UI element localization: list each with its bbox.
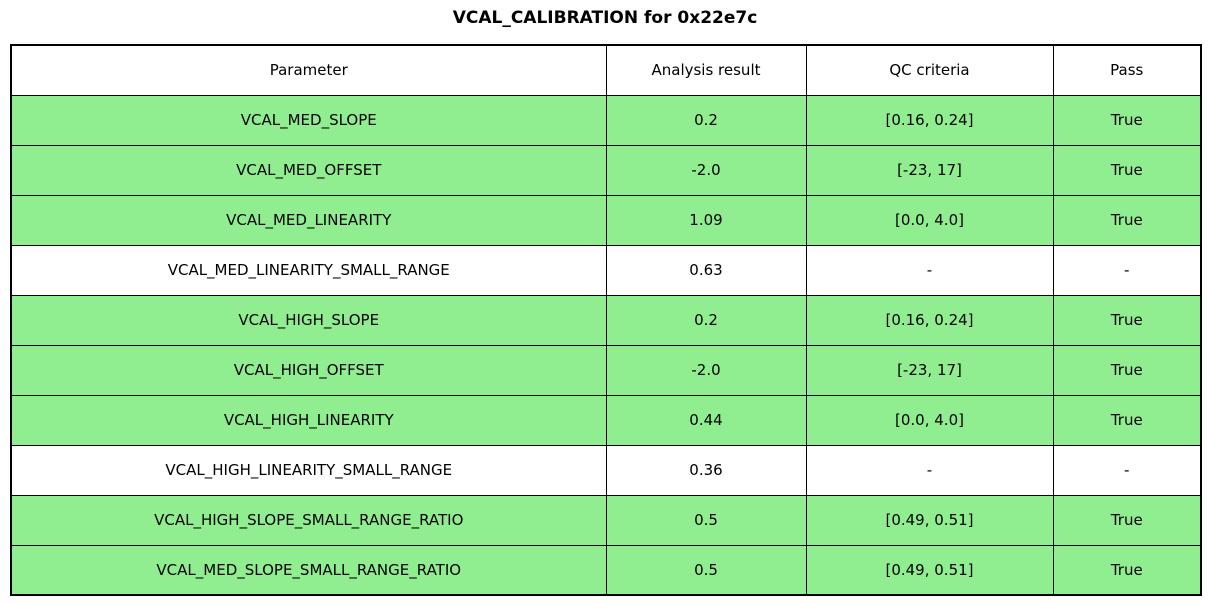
cell-parameter: VCAL_MED_LINEARITY xyxy=(10,194,607,246)
table-row: VCAL_MED_SLOPE 0.2 [0.16, 0.24] True xyxy=(10,94,1202,146)
cell-result: 0.44 xyxy=(605,394,807,446)
table-body: VCAL_MED_SLOPE 0.2 [0.16, 0.24] True VCA… xyxy=(10,94,1202,596)
column-header-analysis-result: Analysis result xyxy=(605,44,807,96)
cell-pass: True xyxy=(1052,394,1202,446)
cell-criteria: - xyxy=(805,244,1054,296)
cell-criteria: [0.16, 0.24] xyxy=(805,294,1054,346)
column-header-qc-criteria: QC criteria xyxy=(805,44,1054,96)
table-row: VCAL_HIGH_SLOPE_SMALL_RANGE_RATIO 0.5 [0… xyxy=(10,494,1202,546)
table-row: VCAL_HIGH_LINEARITY_SMALL_RANGE 0.36 - - xyxy=(10,444,1202,496)
cell-criteria: [0.0, 4.0] xyxy=(805,194,1054,246)
table-row: VCAL_MED_OFFSET -2.0 [-23, 17] True xyxy=(10,144,1202,196)
cell-parameter: VCAL_MED_LINEARITY_SMALL_RANGE xyxy=(10,244,607,296)
cell-parameter: VCAL_HIGH_OFFSET xyxy=(10,344,607,396)
cell-result: -2.0 xyxy=(605,344,807,396)
cell-pass: True xyxy=(1052,194,1202,246)
cell-parameter: VCAL_MED_SLOPE_SMALL_RANGE_RATIO xyxy=(10,544,607,596)
table-row: VCAL_MED_LINEARITY 1.09 [0.0, 4.0] True xyxy=(10,194,1202,246)
cell-criteria: [-23, 17] xyxy=(805,144,1054,196)
qc-results-table: Parameter Analysis result QC criteria Pa… xyxy=(10,44,1202,596)
cell-parameter: VCAL_HIGH_SLOPE_SMALL_RANGE_RATIO xyxy=(10,494,607,546)
table-row: VCAL_HIGH_OFFSET -2.0 [-23, 17] True xyxy=(10,344,1202,396)
cell-criteria: [0.16, 0.24] xyxy=(805,94,1054,146)
cell-pass: True xyxy=(1052,144,1202,196)
cell-parameter: VCAL_HIGH_LINEARITY_SMALL_RANGE xyxy=(10,444,607,496)
page-title: VCAL_CALIBRATION for 0x22e7c xyxy=(452,8,758,28)
cell-result: 0.5 xyxy=(605,544,807,596)
header-row: Parameter Analysis result QC criteria Pa… xyxy=(10,44,1202,96)
cell-result: 0.63 xyxy=(605,244,807,296)
cell-parameter: VCAL_HIGH_SLOPE xyxy=(10,294,607,346)
cell-criteria: [-23, 17] xyxy=(805,344,1054,396)
table-row: VCAL_HIGH_LINEARITY 0.44 [0.0, 4.0] True xyxy=(10,394,1202,446)
cell-pass: - xyxy=(1052,444,1202,496)
cell-pass: True xyxy=(1052,544,1202,596)
table-row: VCAL_HIGH_SLOPE 0.2 [0.16, 0.24] True xyxy=(10,294,1202,346)
cell-result: 1.09 xyxy=(605,194,807,246)
cell-pass: True xyxy=(1052,294,1202,346)
column-header-parameter: Parameter xyxy=(10,44,607,96)
cell-result: -2.0 xyxy=(605,144,807,196)
table-row: VCAL_MED_LINEARITY_SMALL_RANGE 0.63 - - xyxy=(10,244,1202,296)
cell-criteria: [0.0, 4.0] xyxy=(805,394,1054,446)
cell-pass: - xyxy=(1052,244,1202,296)
table-row: VCAL_MED_SLOPE_SMALL_RANGE_RATIO 0.5 [0.… xyxy=(10,544,1202,596)
cell-parameter: VCAL_MED_SLOPE xyxy=(10,94,607,146)
cell-criteria: [0.49, 0.51] xyxy=(805,494,1054,546)
cell-result: 0.5 xyxy=(605,494,807,546)
cell-result: 0.36 xyxy=(605,444,807,496)
cell-pass: True xyxy=(1052,94,1202,146)
cell-pass: True xyxy=(1052,344,1202,396)
cell-parameter: VCAL_MED_OFFSET xyxy=(10,144,607,196)
cell-result: 0.2 xyxy=(605,294,807,346)
cell-parameter: VCAL_HIGH_LINEARITY xyxy=(10,394,607,446)
column-header-pass: Pass xyxy=(1052,44,1202,96)
cell-result: 0.2 xyxy=(605,94,807,146)
cell-criteria: [0.49, 0.51] xyxy=(805,544,1054,596)
cell-criteria: - xyxy=(805,444,1054,496)
cell-pass: True xyxy=(1052,494,1202,546)
